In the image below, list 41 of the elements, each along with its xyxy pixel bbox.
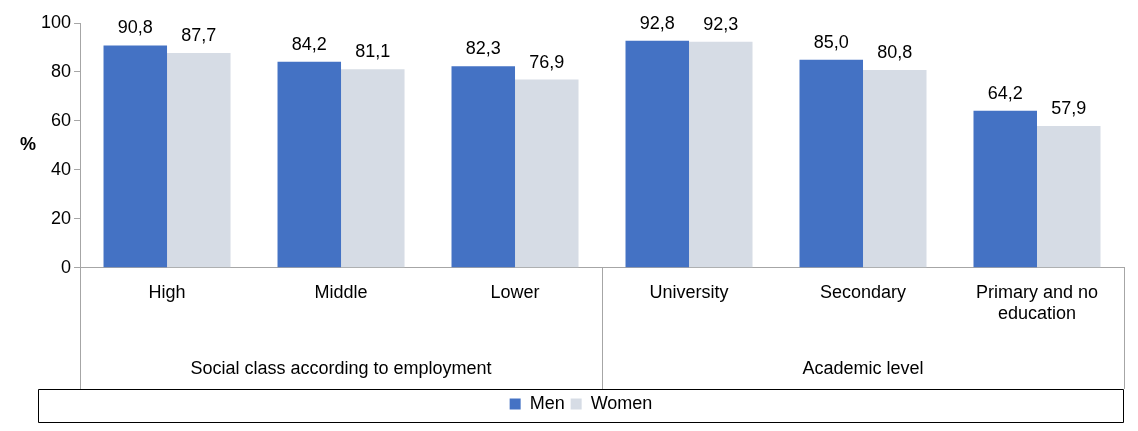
data-label: 90,8 <box>117 17 153 38</box>
data-label: 84,2 <box>291 33 327 54</box>
x-tick-label: Lower <box>490 281 540 302</box>
y-tick-label: 80 <box>51 60 72 81</box>
y-tick-label: 20 <box>51 207 72 228</box>
text: Academic level <box>802 357 924 378</box>
legend-label: Men <box>529 392 565 413</box>
data-label: 57,9 <box>1051 98 1087 119</box>
x-tick-label: High <box>148 281 186 302</box>
bar <box>277 61 342 268</box>
bar <box>515 79 579 268</box>
bar <box>451 66 516 268</box>
bar <box>341 69 405 268</box>
x-tick-label: Secondary <box>819 281 907 302</box>
bar <box>799 59 864 268</box>
data-label: 76,9 <box>529 51 565 72</box>
y-tick-label: 0 <box>61 256 72 277</box>
y-tick-label: 100 <box>40 11 72 32</box>
data-label: 80,8 <box>877 41 913 62</box>
y-tick-label: 60 <box>51 109 72 130</box>
data-label: 82,3 <box>465 38 501 59</box>
legend-label: Women <box>590 392 653 413</box>
x-tick-label: Primary and no education <box>975 281 1099 324</box>
data-label: 85,0 <box>813 31 849 52</box>
bar <box>167 53 231 268</box>
x-tick-label: University <box>649 281 729 302</box>
bar <box>689 41 753 268</box>
data-label: 92,3 <box>703 13 739 34</box>
text: Social class according to employment <box>190 357 492 378</box>
bar <box>863 70 927 268</box>
data-label: 87,7 <box>181 25 217 46</box>
bar <box>625 40 690 268</box>
data-label: 64,2 <box>987 82 1023 103</box>
y-tick-label: 40 <box>51 158 72 179</box>
data-label: 92,8 <box>639 12 675 33</box>
data-label: 81,1 <box>355 41 391 62</box>
x-tick-label: Middle <box>314 281 368 302</box>
y-axis-title: % <box>19 134 37 155</box>
bar <box>103 45 168 268</box>
bar <box>973 110 1037 268</box>
bar <box>1037 126 1101 268</box>
